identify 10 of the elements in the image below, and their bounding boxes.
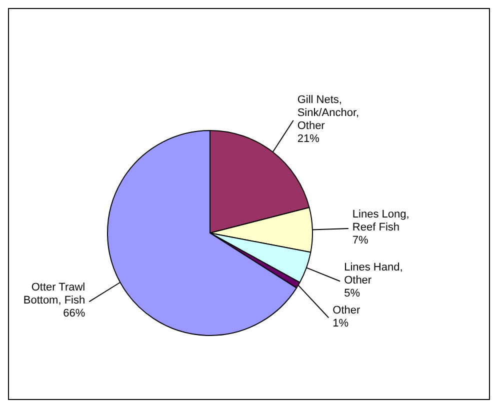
data-label: 66%	[63, 308, 86, 320]
data-label: 7%	[352, 234, 369, 247]
data-label: 21%	[297, 132, 320, 145]
slice-label: Other	[332, 304, 361, 316]
data-label: 1%	[332, 317, 349, 330]
slice-label: Otter Trawl Bottom, Fish	[23, 282, 86, 307]
slice-label: Lines Hand, Other	[344, 261, 403, 286]
slice-label: Gill Nets, Sink/Anchor, Other	[297, 94, 360, 132]
slice-label: Lines Long, Reef Fish	[352, 208, 410, 234]
data-label: 5%	[344, 287, 360, 300]
